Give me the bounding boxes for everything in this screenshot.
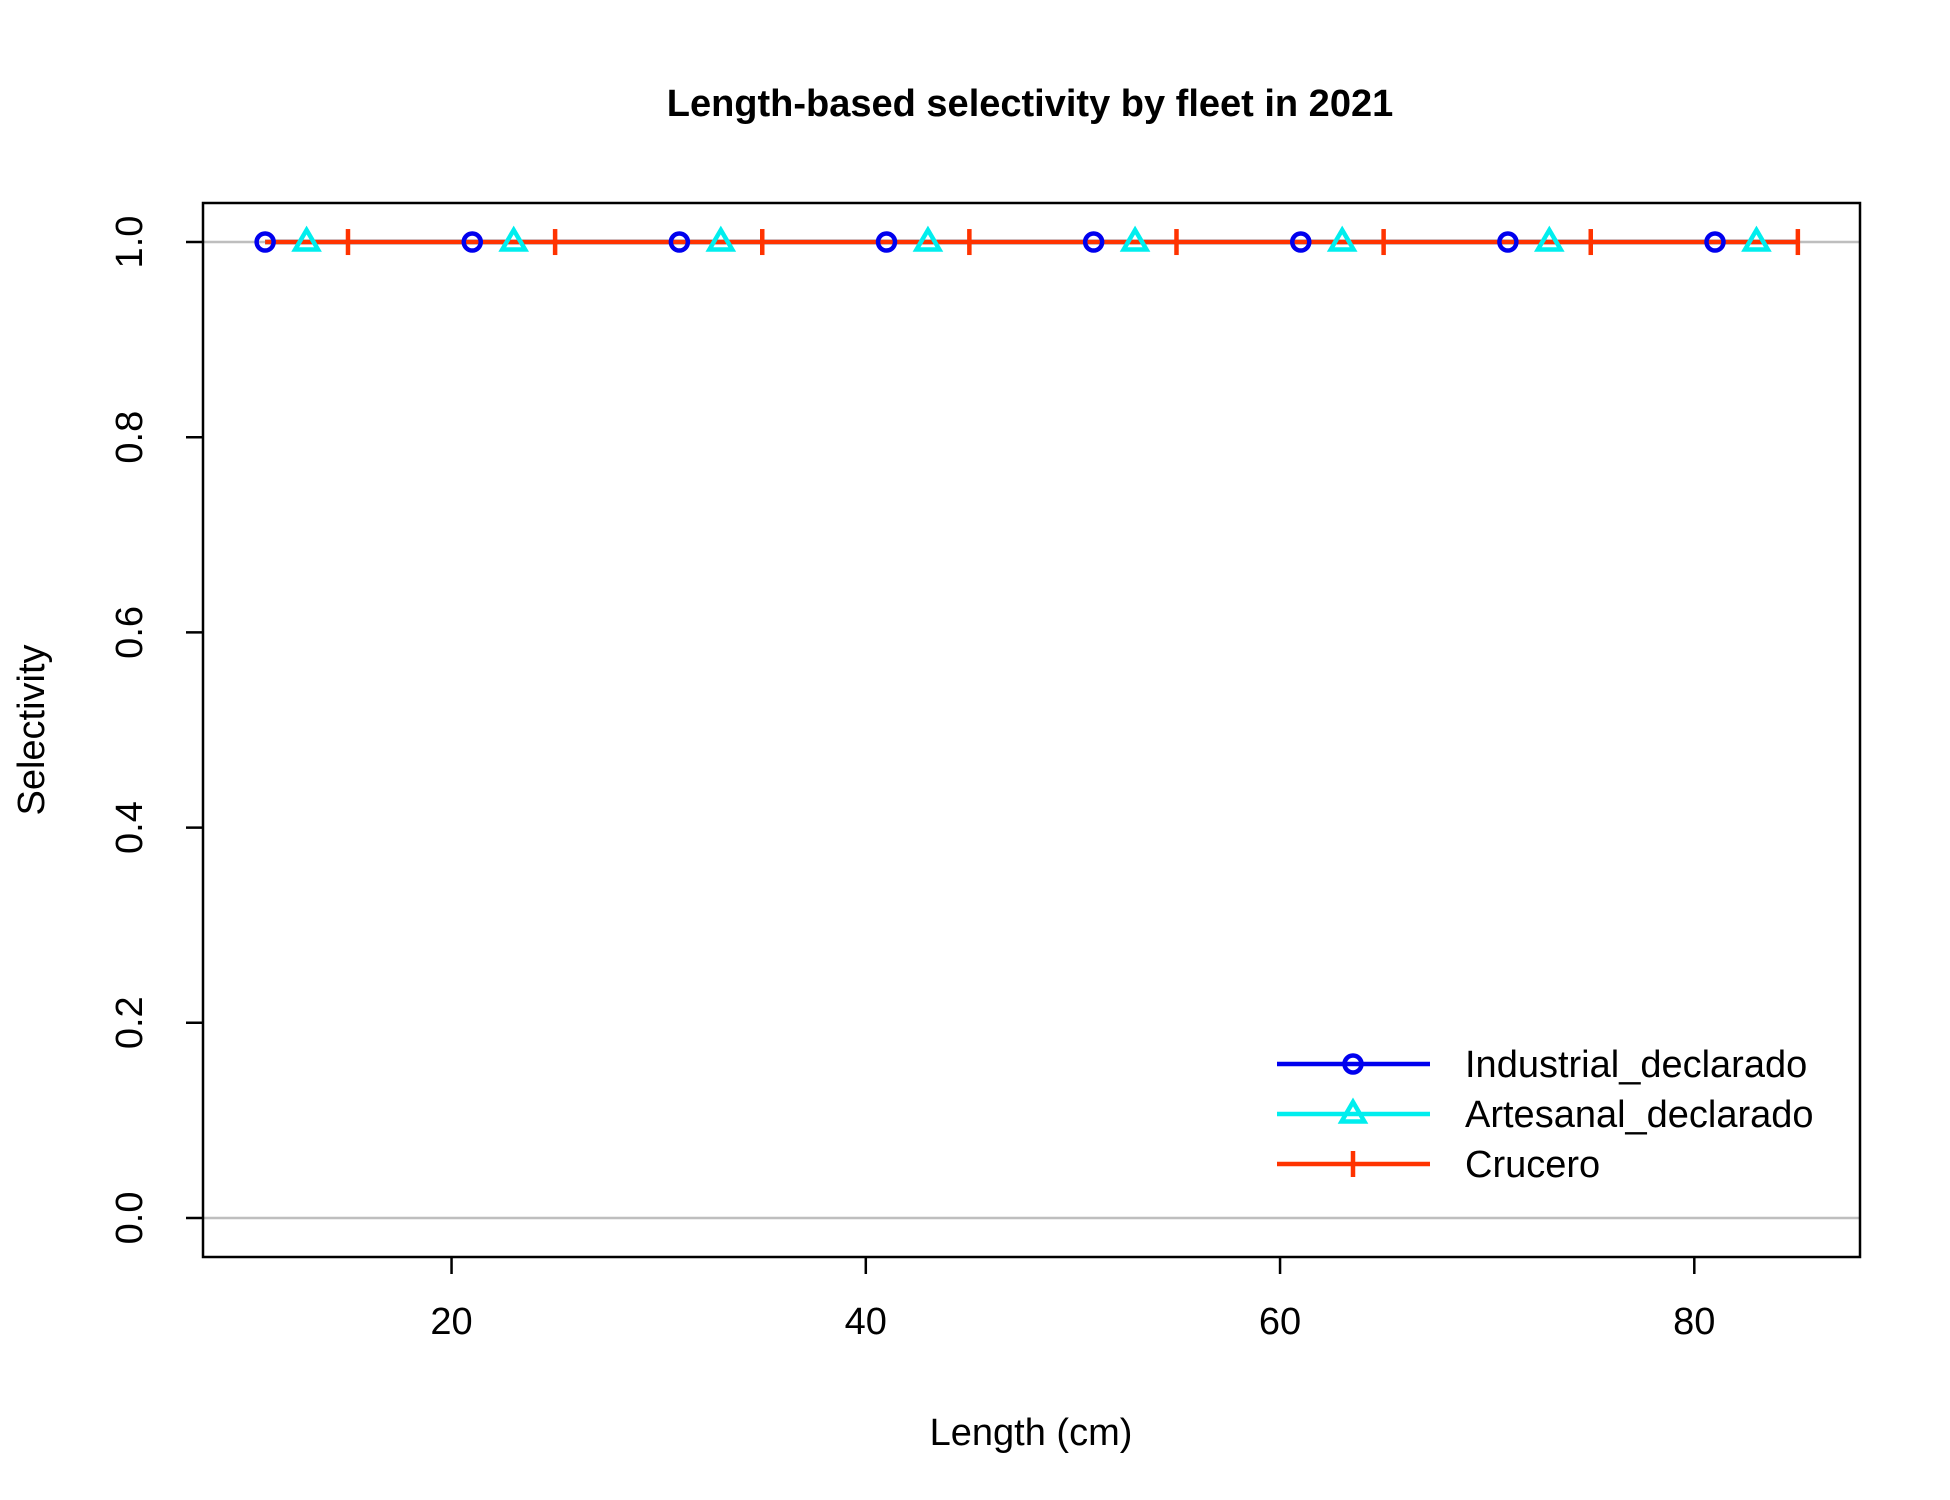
- legend: Industrial_declarado Artesanal_declarado C…: [1277, 1044, 1814, 1186]
- data-point-Artesanal_declarado-1: [498, 225, 530, 252]
- y-tick-label-0: 0.0: [109, 1192, 151, 1245]
- x-axis: 20 40 60 80: [430, 1257, 1715, 1343]
- legend-marker-1: [1337, 1097, 1369, 1124]
- y-tick-label-1: 0.2: [109, 996, 151, 1049]
- y-tick-label-2: 0.4: [109, 801, 151, 854]
- data-point-Industrial_declarado-2: [668, 231, 691, 253]
- chart-title: Length-based selectivity by fleet in 202…: [667, 83, 1393, 125]
- data-point-Industrial_declarado-6: [1497, 231, 1519, 253]
- y-axis-label: Selectivity: [11, 644, 53, 815]
- data-point-Industrial_declarado-0: [254, 231, 276, 253]
- y-tick-label-3: 0.6: [109, 606, 151, 659]
- series-markers: [254, 225, 1801, 256]
- data-point-Artesanal_declarado-4: [1119, 225, 1151, 252]
- y-tick-label-4: 0.8: [109, 411, 151, 464]
- x-tick-label-2: 60: [1259, 1301, 1301, 1343]
- x-axis-label: Length (cm): [930, 1412, 1133, 1454]
- data-point-Industrial_declarado-5: [1290, 231, 1312, 253]
- data-point-Artesanal_declarado-3: [912, 225, 944, 252]
- y-axis: 0.0 0.2 0.4 0.6 0.8 1.0: [109, 216, 203, 1245]
- legend-marker-0: [1342, 1053, 1364, 1075]
- y-tick-label-5: 1.0: [109, 216, 151, 269]
- legend-label-2: Crucero: [1465, 1144, 1600, 1186]
- legend-label-0: Industrial_declarado: [1465, 1044, 1807, 1086]
- x-tick-label-3: 80: [1673, 1301, 1715, 1343]
- data-point-Industrial_declarado-7: [1704, 231, 1726, 253]
- data-point-Artesanal_declarado-0: [291, 225, 322, 252]
- data-point-Artesanal_declarado-6: [1533, 225, 1565, 252]
- data-point-Industrial_declarado-1: [461, 231, 484, 253]
- data-point-Artesanal_declarado-2: [705, 225, 737, 252]
- x-tick-label-0: 20: [430, 1301, 472, 1343]
- x-tick-label-1: 40: [845, 1301, 887, 1343]
- data-point-Industrial_declarado-4: [1082, 231, 1105, 253]
- plot-frame: [201, 201, 1862, 1259]
- data-point-Artesanal_declarado-5: [1326, 225, 1358, 252]
- legend-label-1: Artesanal_declarado: [1465, 1094, 1814, 1136]
- data-point-Artesanal_declarado-7: [1741, 225, 1772, 252]
- data-point-Industrial_declarado-3: [875, 231, 898, 253]
